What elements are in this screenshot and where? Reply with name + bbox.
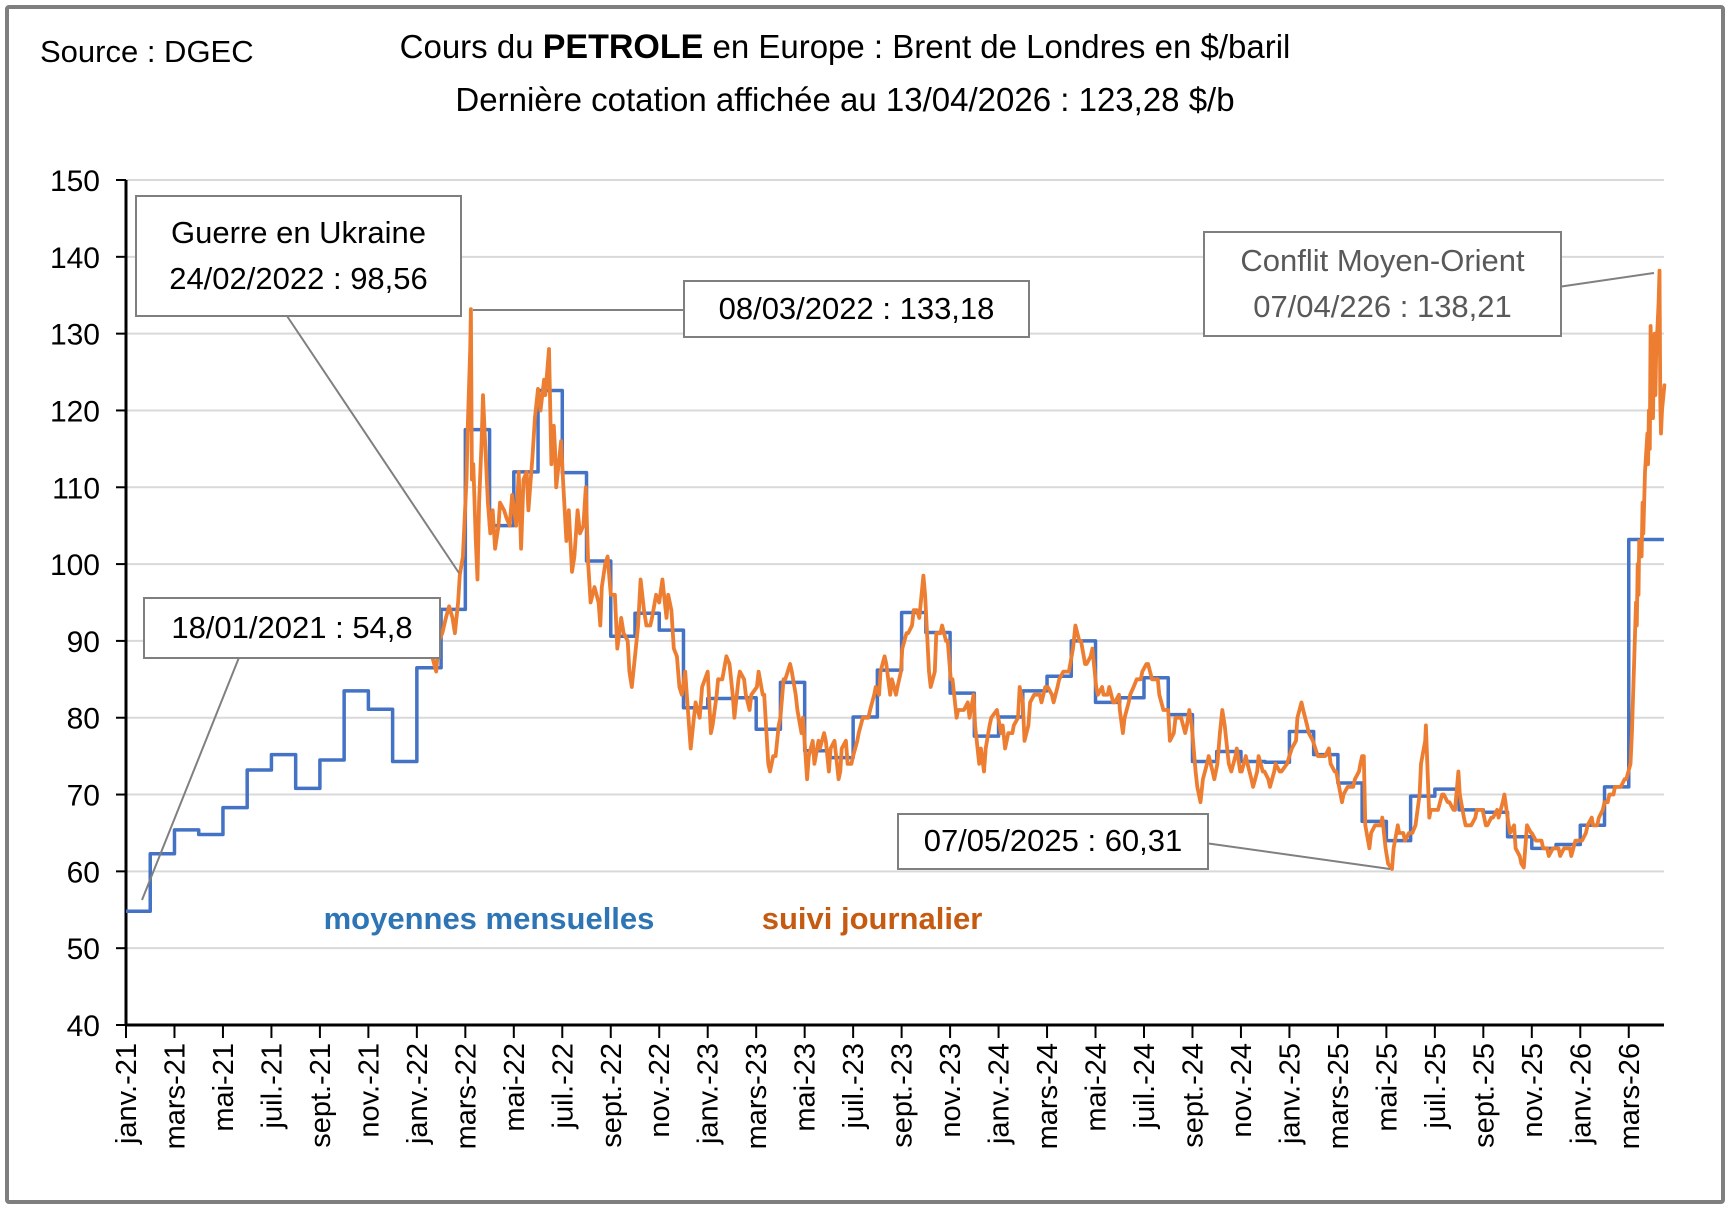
x-tick-label: nov.-23 bbox=[935, 1043, 967, 1138]
x-tick-label: mars-23 bbox=[741, 1043, 773, 1149]
y-tick-label: 80 bbox=[67, 703, 100, 736]
x-tick-label: sept.-25 bbox=[1468, 1043, 1500, 1148]
x-tick-label: mai-24 bbox=[1081, 1043, 1113, 1132]
x-tick-label: mai-25 bbox=[1371, 1043, 1403, 1132]
x-tick-label: mars-25 bbox=[1323, 1043, 1355, 1149]
annotation-text-line: Guerre en Ukraine bbox=[170, 214, 426, 250]
x-tick-label: mai-22 bbox=[499, 1043, 531, 1132]
x-tick-label: nov.-22 bbox=[644, 1043, 676, 1138]
x-tick-label: nov.-24 bbox=[1226, 1043, 1258, 1138]
y-tick-label: 60 bbox=[67, 856, 100, 889]
annotation-text-line: 08/03/2022 : 133,18 bbox=[718, 290, 995, 326]
x-tick-label: juil.-21 bbox=[256, 1043, 288, 1129]
x-tick-label: sept.-24 bbox=[1177, 1043, 1209, 1148]
chart-title-block: Cours du PETROLE en Europe : Brent de Lo… bbox=[0, 28, 1690, 119]
x-tick-label: mars-22 bbox=[450, 1043, 482, 1149]
x-tick-label: janv.-21 bbox=[111, 1043, 143, 1145]
annotation-leader-line bbox=[284, 312, 460, 574]
y-tick-label: 130 bbox=[50, 319, 100, 352]
y-tick-label: 140 bbox=[50, 242, 100, 275]
chart-subtitle: Dernière cotation affichée au 13/04/2026… bbox=[455, 81, 1235, 118]
x-tick-label: mars-24 bbox=[1032, 1043, 1064, 1149]
x-tick-label: juil.-25 bbox=[1420, 1043, 1452, 1129]
x-tick-label: mars-26 bbox=[1614, 1043, 1646, 1149]
title-prefix: Cours du bbox=[399, 28, 543, 65]
annotation-leader-line bbox=[1204, 842, 1391, 870]
x-tick-label: nov.-21 bbox=[353, 1043, 385, 1138]
y-tick-label: 50 bbox=[67, 933, 100, 966]
y-tick-label: 100 bbox=[50, 549, 100, 582]
annotation-start-2021: 18/01/2021 : 54,8 bbox=[143, 597, 441, 659]
annotation-text-line: 07/04/226 : 138,21 bbox=[1253, 289, 1512, 324]
annotation-peak-2022: 08/03/2022 : 133,18 bbox=[683, 280, 1030, 338]
y-tick-label: 40 bbox=[67, 1010, 100, 1043]
source-label: Source : DGEC bbox=[40, 34, 254, 69]
annotation-leader-line bbox=[141, 654, 241, 901]
x-tick-label: janv.-23 bbox=[693, 1043, 725, 1145]
annotation-text-line: Conflit Moyen-Orient bbox=[1240, 242, 1525, 278]
x-tick-label: mai-23 bbox=[790, 1043, 822, 1132]
x-tick-label: sept.-22 bbox=[596, 1043, 628, 1148]
x-tick-label: juil.-22 bbox=[547, 1043, 579, 1129]
legend-daily-label: suivi journalier bbox=[761, 901, 983, 936]
x-tick-label: nov.-25 bbox=[1517, 1043, 1549, 1138]
x-tick-label: mai-21 bbox=[208, 1043, 240, 1132]
x-tick-label: sept.-23 bbox=[887, 1043, 919, 1148]
annotation-text-line: 24/02/2022 : 98,56 bbox=[169, 261, 428, 296]
x-tick-label: juil.-23 bbox=[838, 1043, 870, 1129]
annotation-leader-line bbox=[1557, 272, 1655, 288]
x-tick-label: janv.-24 bbox=[984, 1043, 1016, 1145]
daily-series-line bbox=[430, 268, 1667, 871]
x-tick-label: janv.-25 bbox=[1274, 1043, 1306, 1145]
y-tick-label: 70 bbox=[67, 780, 100, 813]
annotation-text-line: 18/01/2021 : 54,8 bbox=[171, 609, 413, 645]
chart-title: Cours du PETROLE en Europe : Brent de Lo… bbox=[0, 28, 1690, 67]
title-bold: PETROLE bbox=[542, 28, 704, 66]
x-tick-label: janv.-22 bbox=[402, 1043, 434, 1145]
annotation-conflit-moyen-orient: Conflit Moyen-Orient 07/04/226 : 138,21 bbox=[1203, 231, 1562, 337]
annotation-guerre-ukraine: Guerre en Ukraine 24/02/2022 : 98,56 bbox=[135, 195, 462, 317]
x-tick-label: juil.-24 bbox=[1129, 1043, 1161, 1129]
title-suffix: en Europe : Brent de Londres en $/baril bbox=[703, 28, 1291, 65]
x-tick-label: sept.-21 bbox=[305, 1043, 337, 1148]
y-tick-label: 110 bbox=[52, 472, 100, 505]
y-tick-label: 120 bbox=[50, 395, 100, 428]
y-tick-label: 150 bbox=[50, 165, 100, 198]
annotation-text-line: 07/05/2025 : 60,31 bbox=[923, 823, 1183, 859]
y-tick-label: 90 bbox=[67, 626, 100, 659]
x-tick-label: janv.-26 bbox=[1565, 1043, 1597, 1145]
annotation-low-2025: 07/05/2025 : 60,31 bbox=[897, 813, 1209, 870]
x-tick-label: mars-21 bbox=[159, 1043, 191, 1149]
legend-monthly-label: moyennes mensuelles bbox=[323, 901, 655, 936]
